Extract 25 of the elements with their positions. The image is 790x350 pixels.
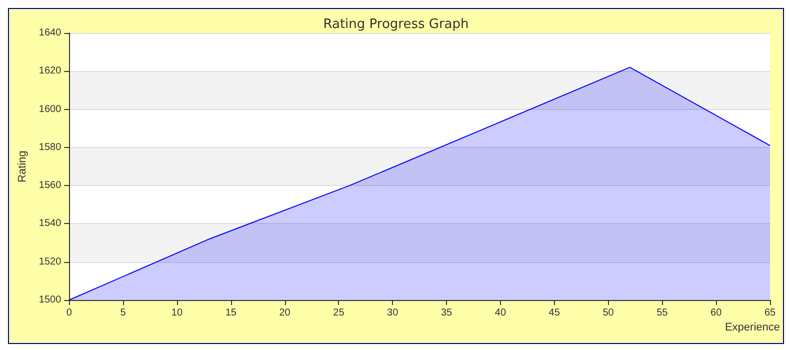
x-tick-label: 35 [440,308,453,318]
chart-title: Rating Progress Graph [323,17,469,32]
y-tick-label: 1520 [38,256,62,268]
y-tick-label: 1540 [38,218,62,230]
y-tick-label: 1580 [38,142,62,153]
x-tick-label: 25 [333,308,345,318]
x-tick-label: 15 [225,308,237,318]
x-tick-label: 0 [66,308,72,318]
x-tick-label: 65 [764,308,776,318]
x-tick-label: 50 [602,308,614,318]
x-tick-label: 40 [494,308,506,318]
x-tick-label: 20 [279,308,291,318]
x-tick-label: 60 [710,308,722,318]
x-axis-title: Experience [724,322,780,334]
y-tick-label: 1600 [38,104,62,115]
x-tick-label: 55 [656,308,668,318]
y-tick-label: 1640 [38,28,62,38]
y-tick-label: 1560 [38,180,62,192]
y-axis-title: Rating [16,150,28,182]
y-tick-label: 1620 [38,66,62,77]
x-tick-label: 10 [171,308,183,318]
y-tick-label: 1500 [38,294,62,306]
x-tick-label: 45 [548,308,560,318]
x-tick-label: 30 [387,308,399,318]
x-tick-label: 5 [120,308,126,318]
